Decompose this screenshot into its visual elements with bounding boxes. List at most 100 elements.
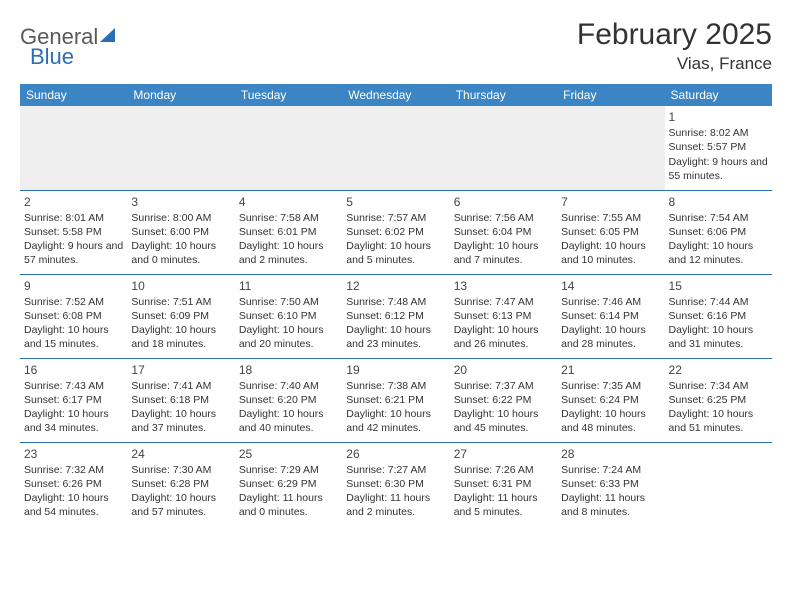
- sunrise-line: Sunrise: 8:02 AM: [669, 126, 768, 140]
- day-number: 11: [239, 278, 338, 294]
- calendar-cell: 20Sunrise: 7:37 AMSunset: 6:22 PMDayligh…: [450, 358, 557, 442]
- day-number: 14: [561, 278, 660, 294]
- sunrise-line: Sunrise: 7:41 AM: [131, 379, 230, 393]
- day-number: 3: [131, 194, 230, 210]
- calendar-cell: 19Sunrise: 7:38 AMSunset: 6:21 PMDayligh…: [342, 358, 449, 442]
- sunrise-line: Sunrise: 7:56 AM: [454, 211, 553, 225]
- calendar-cell: 15Sunrise: 7:44 AMSunset: 6:16 PMDayligh…: [665, 274, 772, 358]
- daylight-line: Daylight: 10 hours and 45 minutes.: [454, 407, 553, 435]
- calendar-cell: 7Sunrise: 7:55 AMSunset: 6:05 PMDaylight…: [557, 190, 664, 274]
- month-title: February 2025: [577, 18, 772, 52]
- sunrise-line: Sunrise: 7:55 AM: [561, 211, 660, 225]
- calendar-page: General February 2025 Vias, France Blue …: [0, 0, 792, 526]
- sunrise-line: Sunrise: 7:34 AM: [669, 379, 768, 393]
- daylight-line: Daylight: 10 hours and 51 minutes.: [669, 407, 768, 435]
- calendar-week: 1Sunrise: 8:02 AMSunset: 5:57 PMDaylight…: [20, 106, 772, 190]
- calendar-head: SundayMondayTuesdayWednesdayThursdayFrid…: [20, 84, 772, 106]
- calendar-cell: 18Sunrise: 7:40 AMSunset: 6:20 PMDayligh…: [235, 358, 342, 442]
- calendar-cell: 24Sunrise: 7:30 AMSunset: 6:28 PMDayligh…: [127, 442, 234, 526]
- day-number: 20: [454, 362, 553, 378]
- sunrise-line: Sunrise: 7:29 AM: [239, 463, 338, 477]
- day-header: Monday: [127, 84, 234, 106]
- calendar-table: SundayMondayTuesdayWednesdayThursdayFrid…: [20, 84, 772, 526]
- sunrise-line: Sunrise: 7:38 AM: [346, 379, 445, 393]
- day-number: 6: [454, 194, 553, 210]
- day-number: 19: [346, 362, 445, 378]
- daylight-line: Daylight: 10 hours and 12 minutes.: [669, 239, 768, 267]
- calendar-cell: 5Sunrise: 7:57 AMSunset: 6:02 PMDaylight…: [342, 190, 449, 274]
- day-number: 26: [346, 446, 445, 462]
- sunset-line: Sunset: 6:01 PM: [239, 225, 338, 239]
- sunset-line: Sunset: 6:10 PM: [239, 309, 338, 323]
- calendar-cell: 11Sunrise: 7:50 AMSunset: 6:10 PMDayligh…: [235, 274, 342, 358]
- sunrise-line: Sunrise: 8:01 AM: [24, 211, 123, 225]
- calendar-week: 9Sunrise: 7:52 AMSunset: 6:08 PMDaylight…: [20, 274, 772, 358]
- calendar-cell: [665, 442, 772, 526]
- sunset-line: Sunset: 6:29 PM: [239, 477, 338, 491]
- daylight-line: Daylight: 10 hours and 7 minutes.: [454, 239, 553, 267]
- daylight-line: Daylight: 10 hours and 23 minutes.: [346, 323, 445, 351]
- sunset-line: Sunset: 6:08 PM: [24, 309, 123, 323]
- day-number: 17: [131, 362, 230, 378]
- day-number: 12: [346, 278, 445, 294]
- daylight-line: Daylight: 10 hours and 18 minutes.: [131, 323, 230, 351]
- calendar-cell: 27Sunrise: 7:26 AMSunset: 6:31 PMDayligh…: [450, 442, 557, 526]
- day-number: 23: [24, 446, 123, 462]
- day-number: 18: [239, 362, 338, 378]
- day-number: 22: [669, 362, 768, 378]
- daylight-line: Daylight: 11 hours and 2 minutes.: [346, 491, 445, 519]
- sunset-line: Sunset: 6:06 PM: [669, 225, 768, 239]
- daylight-line: Daylight: 10 hours and 40 minutes.: [239, 407, 338, 435]
- day-number: 27: [454, 446, 553, 462]
- calendar-cell: [235, 106, 342, 190]
- sunset-line: Sunset: 6:16 PM: [669, 309, 768, 323]
- calendar-body: 1Sunrise: 8:02 AMSunset: 5:57 PMDaylight…: [20, 106, 772, 526]
- calendar-cell: [127, 106, 234, 190]
- calendar-cell: 9Sunrise: 7:52 AMSunset: 6:08 PMDaylight…: [20, 274, 127, 358]
- sunrise-line: Sunrise: 7:50 AM: [239, 295, 338, 309]
- day-number: 16: [24, 362, 123, 378]
- sunset-line: Sunset: 6:21 PM: [346, 393, 445, 407]
- calendar-cell: 28Sunrise: 7:24 AMSunset: 6:33 PMDayligh…: [557, 442, 664, 526]
- day-number: 8: [669, 194, 768, 210]
- calendar-cell: 17Sunrise: 7:41 AMSunset: 6:18 PMDayligh…: [127, 358, 234, 442]
- sunset-line: Sunset: 6:20 PM: [239, 393, 338, 407]
- calendar-week: 16Sunrise: 7:43 AMSunset: 6:17 PMDayligh…: [20, 358, 772, 442]
- sunset-line: Sunset: 6:26 PM: [24, 477, 123, 491]
- daylight-line: Daylight: 9 hours and 57 minutes.: [24, 239, 123, 267]
- day-number: 2: [24, 194, 123, 210]
- sunset-line: Sunset: 6:18 PM: [131, 393, 230, 407]
- daylight-line: Daylight: 10 hours and 15 minutes.: [24, 323, 123, 351]
- daylight-line: Daylight: 10 hours and 10 minutes.: [561, 239, 660, 267]
- day-number: 7: [561, 194, 660, 210]
- sunset-line: Sunset: 6:04 PM: [454, 225, 553, 239]
- day-number: 10: [131, 278, 230, 294]
- calendar-cell: 3Sunrise: 8:00 AMSunset: 6:00 PMDaylight…: [127, 190, 234, 274]
- daylight-line: Daylight: 10 hours and 0 minutes.: [131, 239, 230, 267]
- daylight-line: Daylight: 10 hours and 5 minutes.: [346, 239, 445, 267]
- daylight-line: Daylight: 10 hours and 31 minutes.: [669, 323, 768, 351]
- sunset-line: Sunset: 6:33 PM: [561, 477, 660, 491]
- sunset-line: Sunset: 6:13 PM: [454, 309, 553, 323]
- sunset-line: Sunset: 6:02 PM: [346, 225, 445, 239]
- sunset-line: Sunset: 6:24 PM: [561, 393, 660, 407]
- sunrise-line: Sunrise: 8:00 AM: [131, 211, 230, 225]
- sunset-line: Sunset: 6:17 PM: [24, 393, 123, 407]
- sunrise-line: Sunrise: 7:51 AM: [131, 295, 230, 309]
- day-header: Friday: [557, 84, 664, 106]
- sunrise-line: Sunrise: 7:40 AM: [239, 379, 338, 393]
- calendar-cell: 26Sunrise: 7:27 AMSunset: 6:30 PMDayligh…: [342, 442, 449, 526]
- day-header: Tuesday: [235, 84, 342, 106]
- sunrise-line: Sunrise: 7:47 AM: [454, 295, 553, 309]
- title-block: February 2025 Vias, France: [577, 18, 772, 74]
- calendar-cell: [342, 106, 449, 190]
- calendar-cell: 22Sunrise: 7:34 AMSunset: 6:25 PMDayligh…: [665, 358, 772, 442]
- sunrise-line: Sunrise: 7:46 AM: [561, 295, 660, 309]
- sunrise-line: Sunrise: 7:52 AM: [24, 295, 123, 309]
- sunset-line: Sunset: 5:57 PM: [669, 140, 768, 154]
- calendar-cell: 4Sunrise: 7:58 AMSunset: 6:01 PMDaylight…: [235, 190, 342, 274]
- daylight-line: Daylight: 11 hours and 0 minutes.: [239, 491, 338, 519]
- sunset-line: Sunset: 6:05 PM: [561, 225, 660, 239]
- sunrise-line: Sunrise: 7:24 AM: [561, 463, 660, 477]
- calendar-cell: 23Sunrise: 7:32 AMSunset: 6:26 PMDayligh…: [20, 442, 127, 526]
